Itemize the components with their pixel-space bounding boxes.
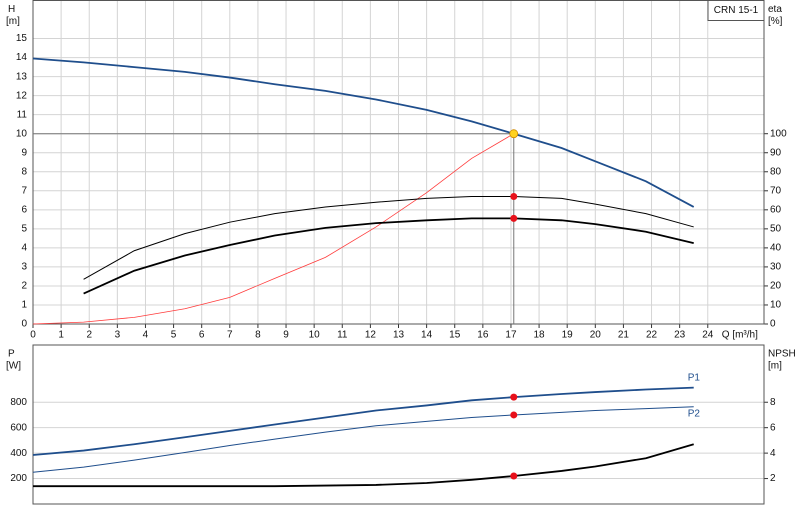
y-tick-label: 600: [10, 422, 27, 433]
y2-axis-label: NPSH: [768, 349, 796, 360]
y2-tick-label: 50: [770, 223, 782, 234]
y2-axis-unit: [m]: [768, 361, 782, 372]
y-tick-label: 3: [21, 262, 27, 273]
operating-marker: [510, 193, 518, 201]
x-tick-label: 22: [646, 330, 658, 341]
y-tick-label: 7: [21, 185, 27, 196]
duty-point: [509, 129, 519, 139]
operating-marker: [510, 393, 518, 401]
chart-title: CRN 15-1: [714, 5, 759, 16]
plot-frame: [32, 344, 765, 505]
x-tick-label: 17: [505, 330, 517, 341]
y-tick-label: 200: [10, 473, 27, 484]
y2-tick-label: 90: [770, 147, 782, 158]
plot-frame: [32, 0, 765, 325]
y-tick-label: 11: [17, 109, 28, 120]
x-tick-label: 6: [199, 330, 205, 341]
x-tick-label: 12: [365, 330, 377, 341]
y2-tick-label: 30: [770, 262, 782, 273]
x-tick-label: 0: [30, 330, 36, 341]
x-tick-label: 2: [86, 330, 92, 341]
y2-tick-label: 20: [770, 281, 782, 292]
x-tick-label: 5: [171, 330, 177, 341]
y2-tick-label: 40: [770, 243, 782, 254]
x-tick-label: 18: [534, 330, 546, 341]
y2-tick-label: 8: [770, 397, 776, 408]
y2-axis-unit: [%]: [768, 16, 783, 27]
x-axis-label: Q [m³/h]: [722, 330, 758, 341]
y-axis-unit: [W]: [6, 361, 21, 372]
y2-tick-label: 0: [770, 319, 776, 330]
title-box: [707, 0, 765, 21]
y-tick-label: 8: [21, 166, 27, 177]
y-tick-label: 6: [21, 204, 27, 215]
x-tick-label: 4: [143, 330, 149, 341]
curve: [83, 217, 694, 295]
y-tick-label: 10: [16, 128, 28, 139]
y2-tick-label: 70: [770, 185, 782, 196]
curve: [32, 386, 694, 456]
y-tick-label: 800: [10, 397, 27, 408]
y2-axis-label: eta: [768, 4, 782, 15]
x-tick-label: 19: [562, 330, 574, 341]
x-tick-label: 23: [674, 330, 686, 341]
curve: [83, 196, 694, 280]
y-tick-label: 15: [16, 33, 28, 44]
y-axis-unit: [m]: [6, 16, 20, 27]
y-tick-label: 12: [16, 90, 28, 101]
x-tick-label: 1: [58, 330, 64, 341]
operating-marker: [510, 472, 518, 480]
series-label: P2: [688, 408, 701, 419]
x-tick-label: 24: [702, 330, 714, 341]
x-tick-label: 20: [590, 330, 602, 341]
y2-tick-label: 4: [770, 448, 776, 459]
curve: [32, 133, 514, 325]
y2-tick-label: 6: [770, 422, 776, 433]
curve: [32, 406, 694, 473]
y2-tick-label: 80: [770, 166, 782, 177]
x-tick-label: 21: [618, 330, 630, 341]
x-tick-label: 16: [477, 330, 489, 341]
x-tick-label: 10: [309, 330, 321, 341]
y-tick-label: 9: [21, 147, 27, 158]
y-axis-label: P: [8, 349, 15, 360]
curve: [32, 57, 695, 208]
x-tick-label: 15: [449, 330, 461, 341]
x-tick-label: 8: [255, 330, 261, 341]
x-tick-label: 7: [227, 330, 233, 341]
y2-tick-label: 10: [770, 300, 782, 311]
y-tick-label: 4: [21, 243, 27, 254]
y2-tick-label: 100: [770, 128, 787, 139]
y-tick-label: 0: [21, 319, 27, 330]
y2-tick-label: 60: [770, 204, 782, 215]
y-tick-label: 13: [16, 71, 28, 82]
operating-marker: [510, 411, 518, 419]
y-tick-label: 1: [21, 300, 27, 311]
operating-marker: [510, 214, 518, 222]
y-tick-label: 2: [21, 281, 27, 292]
x-tick-label: 13: [393, 330, 405, 341]
y-axis-label: H: [8, 4, 15, 15]
series-label: P1: [688, 372, 701, 383]
x-tick-label: 9: [283, 330, 289, 341]
x-tick-label: 3: [115, 330, 121, 341]
curve: [33, 443, 694, 488]
y-tick-label: 400: [10, 448, 27, 459]
y-tick-label: 5: [21, 223, 27, 234]
x-tick-label: 11: [337, 330, 348, 341]
y2-tick-label: 2: [770, 473, 776, 484]
x-tick-label: 14: [421, 330, 433, 341]
y-tick-label: 14: [16, 52, 28, 63]
